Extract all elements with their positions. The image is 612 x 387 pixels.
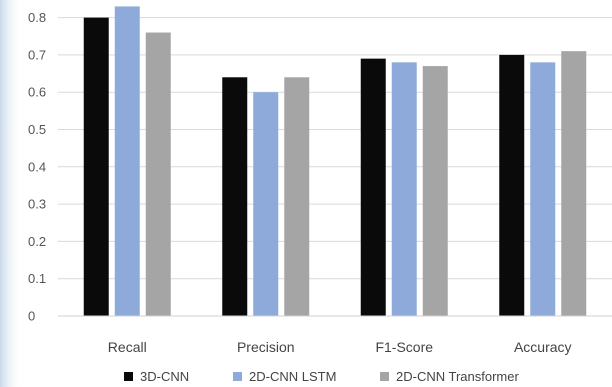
legend: 3D-CNN 2D-CNN LSTM 2D-CNN Transformer xyxy=(124,369,519,384)
x-category-label: Recall xyxy=(108,339,147,355)
y-tick-label: 0.5 xyxy=(28,122,46,137)
bar-2d-cnn-transformer-f1-score xyxy=(422,66,448,316)
legend-swatch xyxy=(233,372,242,381)
bar-2d-cnn-transformer-recall xyxy=(145,32,171,317)
y-tick-label: 0.6 xyxy=(28,85,46,100)
bar-3d-cnn-f1-score xyxy=(360,58,386,316)
x-category-label: Accuracy xyxy=(514,339,572,355)
bar-2d-cnn-lstm-accuracy xyxy=(530,62,556,316)
legend-swatch xyxy=(124,372,133,381)
bar-2d-cnn-lstm-precision xyxy=(253,92,279,316)
y-tick-label: 0.2 xyxy=(28,234,46,249)
legend-label: 2D-CNN LSTM xyxy=(249,369,336,384)
legend-label: 2D-CNN Transformer xyxy=(396,369,519,384)
y-tick-label: 0.1 xyxy=(28,271,46,286)
x-category-label: F1-Score xyxy=(375,339,433,355)
y-tick-label: 0.4 xyxy=(28,159,46,174)
y-tick-label: 0.3 xyxy=(28,197,46,212)
bar-3d-cnn-precision xyxy=(222,77,248,316)
bar-3d-cnn-accuracy xyxy=(499,54,525,317)
left-edge-shading xyxy=(0,0,22,387)
y-axis-tick-labels: 0 0.1 0.2 0.3 0.4 0.5 0.6 0.7 0.8 xyxy=(28,10,46,323)
bar-3d-cnn-recall xyxy=(83,17,109,316)
bar-2d-cnn-transformer-precision xyxy=(284,77,310,316)
y-tick-label: 0.7 xyxy=(28,47,46,62)
y-tick-label: 0 xyxy=(28,309,35,324)
legend-label: 3D-CNN xyxy=(140,369,189,384)
x-category-label: Precision xyxy=(237,339,295,355)
x-axis-category-labels: Recall Precision F1-Score Accuracy xyxy=(108,339,572,355)
bars xyxy=(83,6,587,317)
bar-2d-cnn-transformer-accuracy xyxy=(561,51,587,317)
legend-swatch xyxy=(380,372,389,381)
bar-2d-cnn-lstm-recall xyxy=(114,6,140,316)
bar-2d-cnn-lstm-f1-score xyxy=(391,62,417,316)
y-tick-label: 0.8 xyxy=(28,10,46,25)
